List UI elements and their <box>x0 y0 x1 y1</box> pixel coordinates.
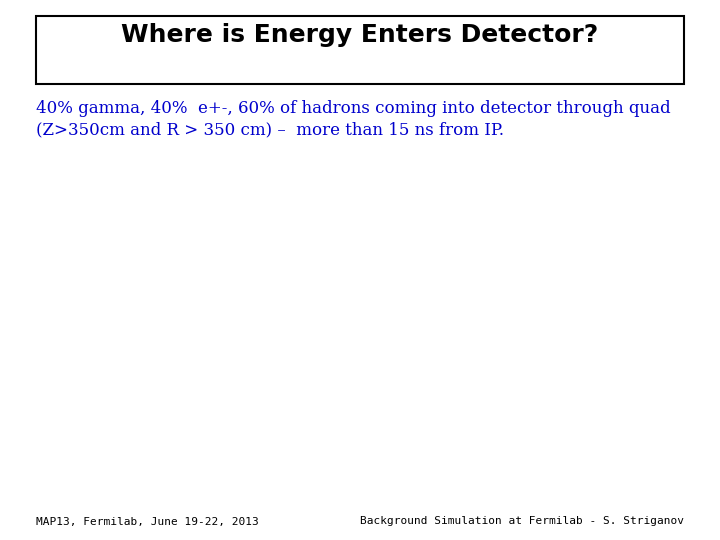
Text: (Z>350cm and R > 350 cm) –  more than 15 ns from IP.: (Z>350cm and R > 350 cm) – more than 15 … <box>36 122 504 138</box>
Text: Where is Energy Enters Detector?: Where is Energy Enters Detector? <box>122 23 598 47</box>
Text: Background Simulation at Fermilab - S. Striganov: Background Simulation at Fermilab - S. S… <box>360 516 684 526</box>
Text: 40% gamma, 40%  e+-, 60% of hadrons coming into detector through quad: 40% gamma, 40% e+-, 60% of hadrons comin… <box>36 100 670 117</box>
Text: MAP13, Fermilab, June 19-22, 2013: MAP13, Fermilab, June 19-22, 2013 <box>36 516 258 526</box>
